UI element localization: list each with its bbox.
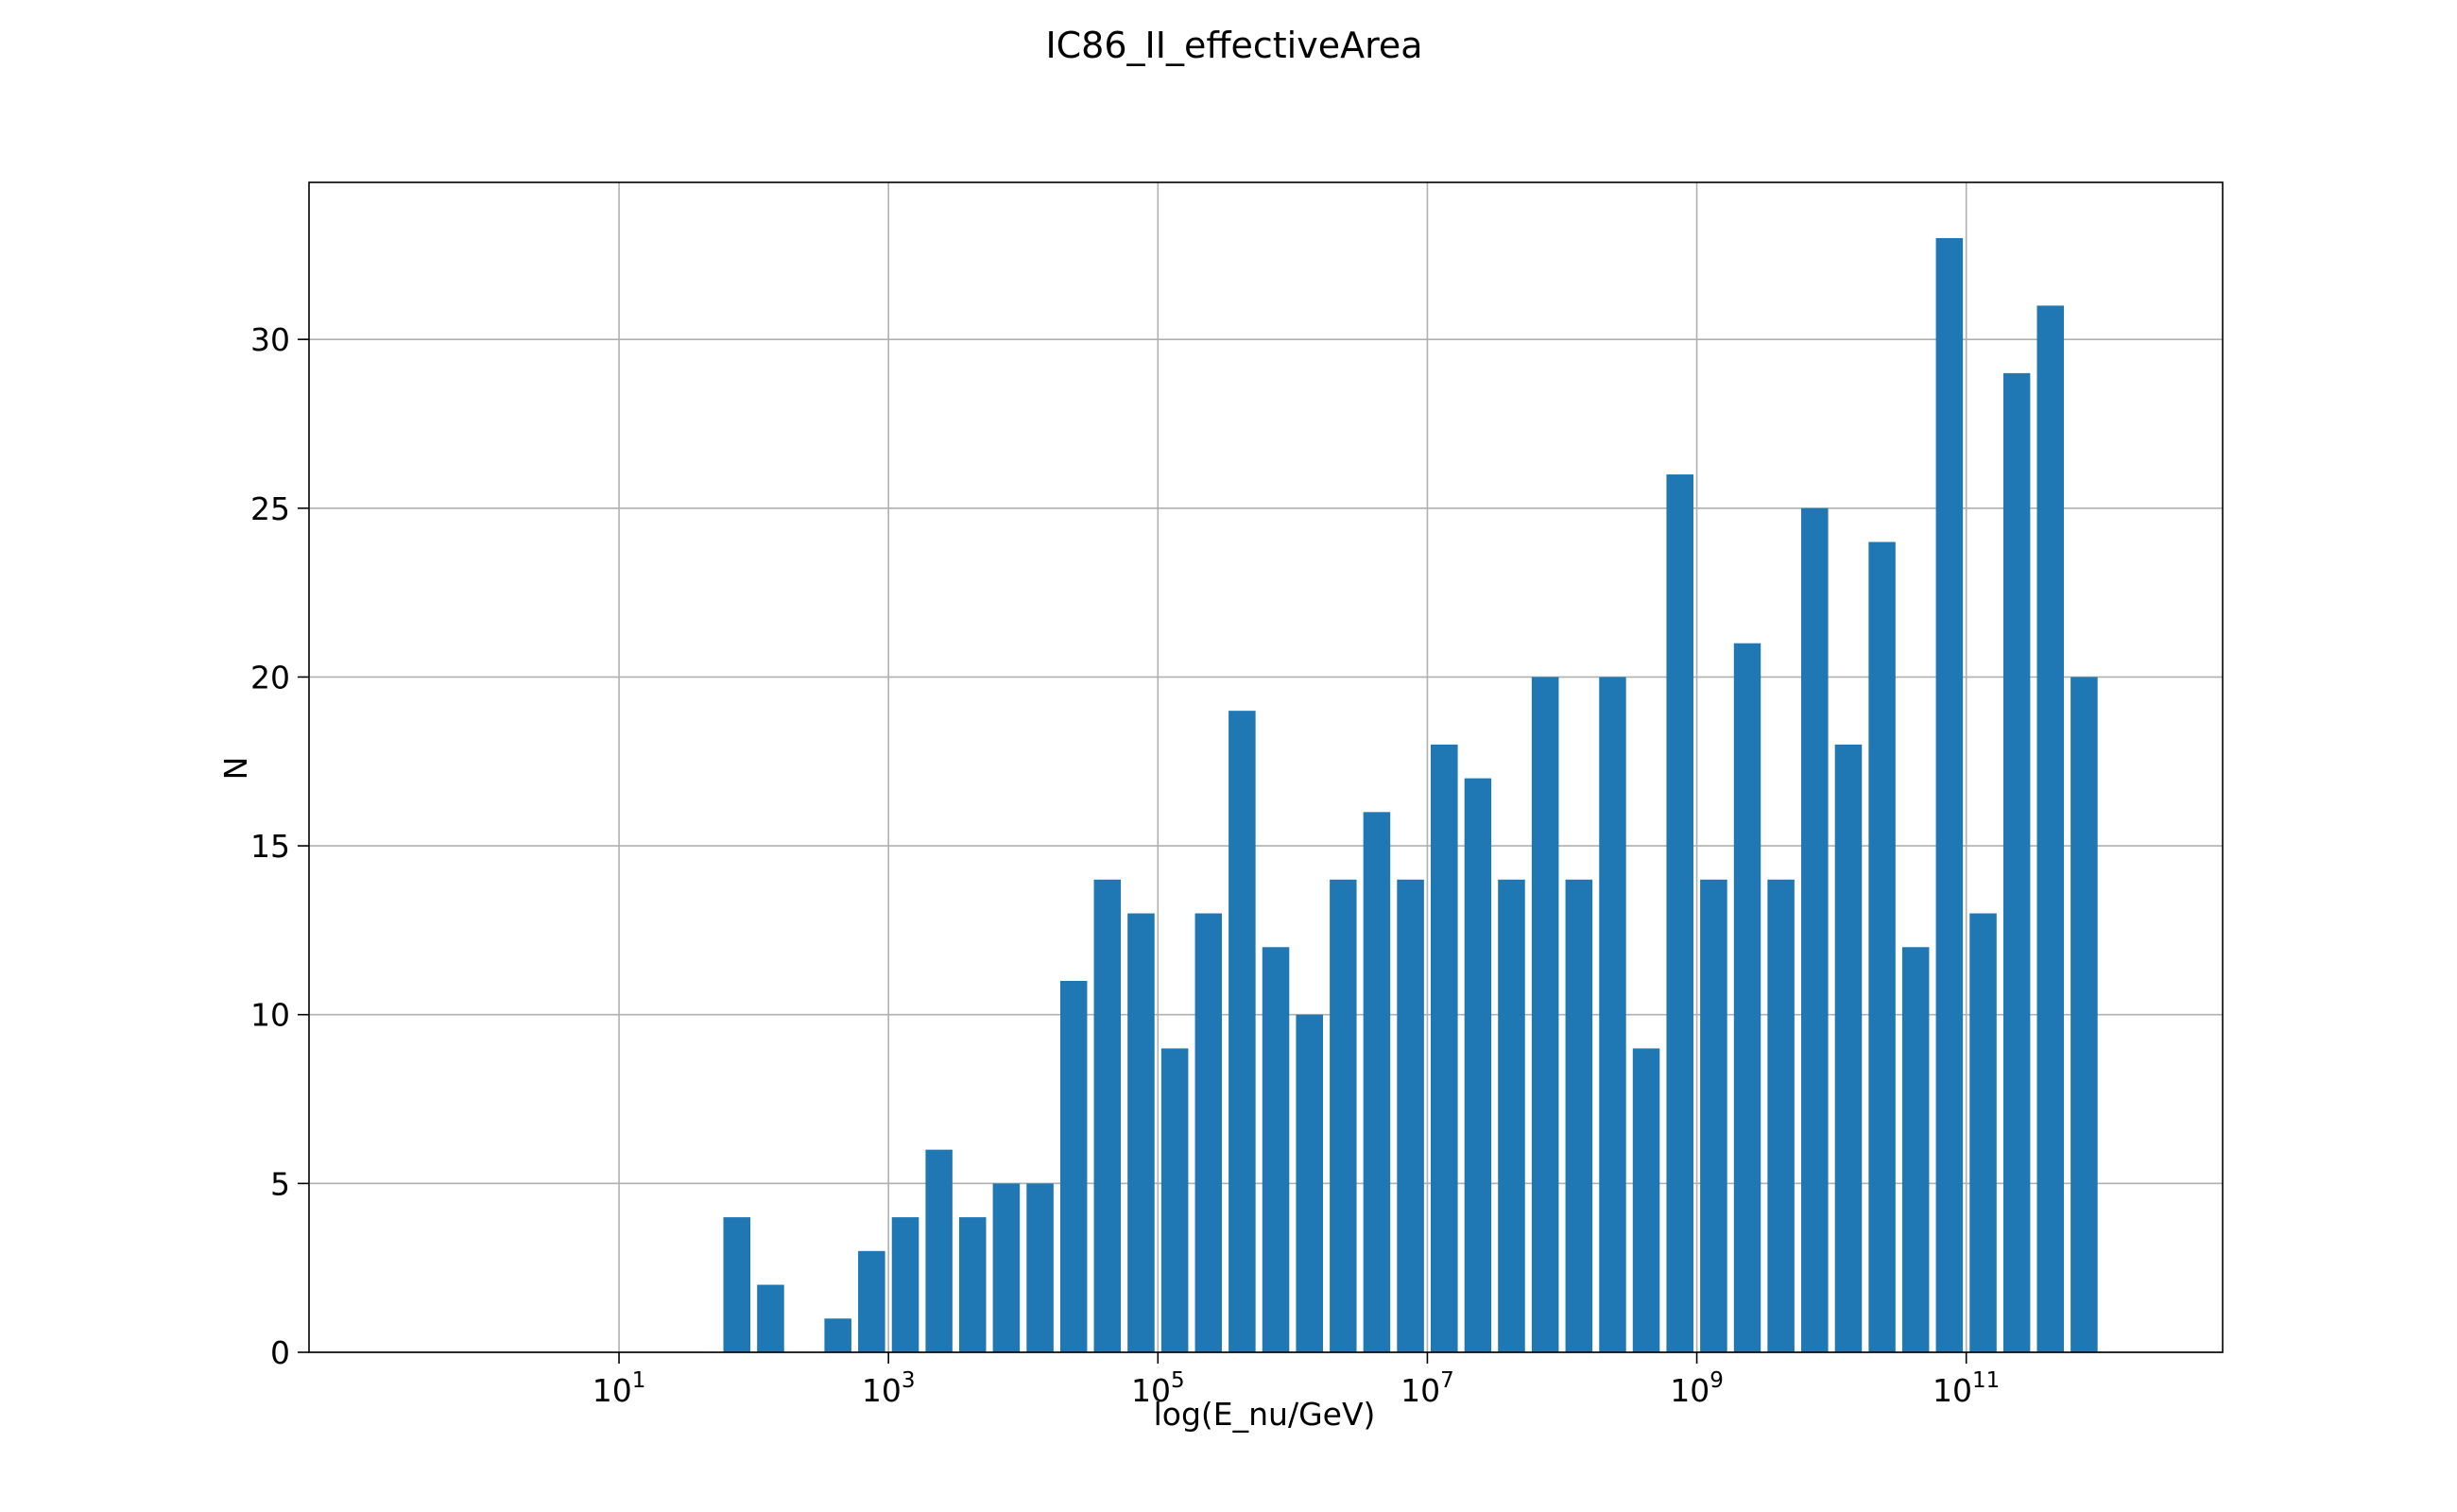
x-tick-label: 109: [1670, 1368, 1724, 1409]
bar: [1599, 677, 1626, 1352]
bar: [1228, 711, 1256, 1352]
bar: [1767, 879, 1795, 1352]
bar: [1363, 812, 1391, 1352]
bar: [1935, 237, 1964, 1352]
y-tick-label: 15: [250, 828, 290, 865]
bar: [1464, 778, 1492, 1352]
plot-frame: [308, 181, 2224, 1353]
bar: [1431, 744, 1458, 1352]
bar: [1531, 677, 1559, 1352]
bars: [723, 237, 2098, 1353]
bar: [1868, 541, 1896, 1352]
y-axis-label: N: [217, 757, 254, 781]
bar: [1296, 1014, 1323, 1352]
bar: [858, 1250, 885, 1352]
bar: [1700, 879, 1727, 1352]
bar: [1026, 1183, 1054, 1352]
y-tick-label: 0: [270, 1334, 290, 1371]
chart-title: IC86_II_effectiveArea: [1045, 25, 1422, 66]
y-tick-label: 30: [250, 321, 290, 358]
bar: [1969, 913, 1997, 1352]
bar: [1565, 879, 1593, 1352]
bar: [1834, 744, 1863, 1352]
bar: [1093, 879, 1122, 1352]
bar: [1262, 947, 1290, 1352]
bar: [1901, 947, 1930, 1352]
x-tick-label: 105: [1131, 1368, 1185, 1409]
bar: [824, 1318, 851, 1352]
bar: [1160, 1048, 1189, 1352]
bar: [2002, 372, 2031, 1353]
bar: [1498, 879, 1525, 1352]
bar: [1801, 507, 1829, 1352]
bar: [1127, 913, 1155, 1352]
y-tick-label: 10: [250, 997, 290, 1034]
bar: [1666, 474, 1693, 1352]
y-tick-label: 5: [270, 1165, 290, 1202]
bar: [891, 1217, 919, 1352]
x-axis-ticks: 101 103 105 107 109 1011: [593, 1352, 2000, 1409]
y-tick-label: 20: [250, 659, 290, 696]
bar: [1059, 980, 1088, 1352]
x-axis-label: log(E_nu/GeV): [1154, 1396, 1376, 1433]
bar: [2070, 677, 2098, 1352]
x-tick-label: 107: [1400, 1368, 1454, 1409]
bar: [958, 1217, 987, 1352]
x-tick-label: 103: [862, 1368, 916, 1409]
x-tick-label: 101: [593, 1368, 646, 1409]
bar: [723, 1217, 751, 1352]
y-tick-label: 25: [250, 490, 290, 527]
bar: [1733, 643, 1761, 1352]
bar: [1632, 1048, 1660, 1352]
bar: [1194, 913, 1222, 1352]
bar: [2036, 305, 2065, 1353]
bar: [1330, 879, 1357, 1352]
bar: [1397, 879, 1424, 1352]
bar: [925, 1149, 953, 1352]
bar: [757, 1284, 784, 1352]
y-axis-ticks: 0 5 10 15 20 25 30: [250, 321, 309, 1371]
bar: [992, 1183, 1021, 1352]
x-tick-label: 1011: [1933, 1368, 2000, 1409]
